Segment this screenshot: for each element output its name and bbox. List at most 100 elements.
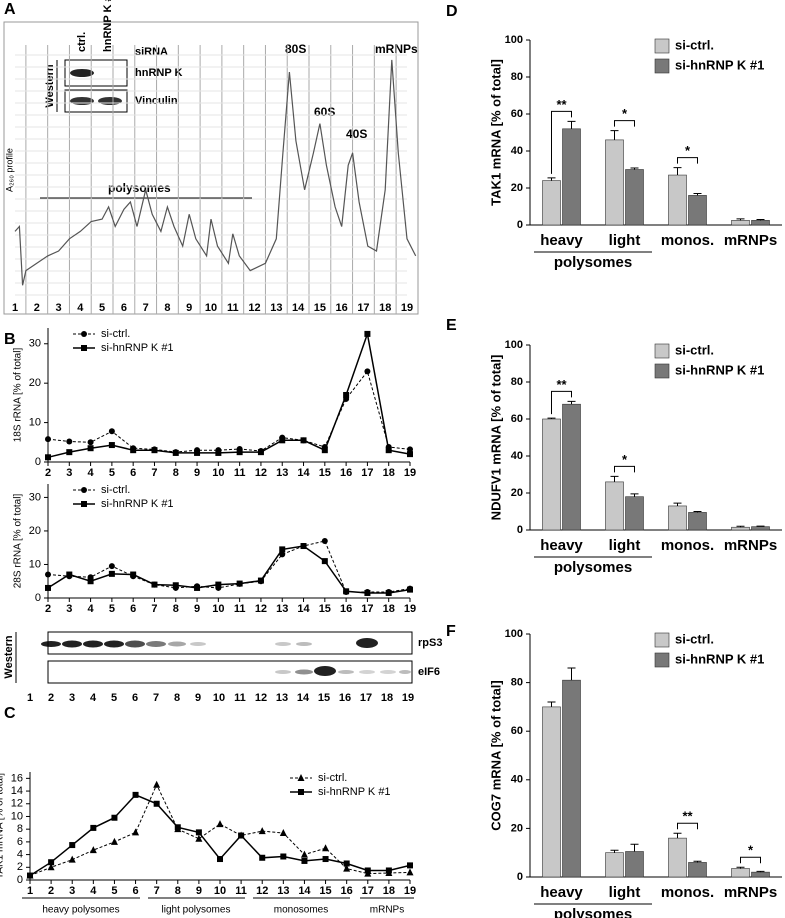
fraction-label: 3 — [55, 302, 61, 314]
panel-label: F — [446, 623, 456, 640]
x-tick-label: 3 — [69, 885, 75, 897]
profile-trace — [14, 59, 417, 286]
marker — [195, 829, 202, 836]
panel-label: C — [4, 705, 16, 722]
bar — [542, 418, 561, 531]
fraction-label: 4 — [90, 692, 97, 704]
protein-label: eIF6 — [418, 666, 440, 678]
marker — [45, 454, 51, 461]
y-tick-label: 2 — [17, 861, 23, 873]
x-tick-label: 11 — [234, 603, 246, 615]
x-tick-label: 18 — [383, 603, 395, 615]
x-tick-label: 15 — [319, 885, 331, 897]
marker — [321, 538, 328, 544]
legend-marker — [81, 501, 87, 507]
series-line — [47, 330, 411, 459]
blot-box — [64, 89, 128, 113]
error-bar — [736, 525, 745, 528]
legend-label: si-hnRNP K #1 — [101, 498, 174, 510]
bar — [625, 851, 644, 878]
significance-bracket — [740, 856, 761, 864]
x-tick-label: 13 — [276, 603, 288, 615]
marker — [385, 867, 392, 874]
fraction-groups: heavy polysomes light polysomes monosome… — [22, 897, 414, 916]
marker — [66, 449, 73, 456]
blot-band — [380, 670, 396, 674]
y-tick-label: 60 — [511, 413, 523, 425]
fraction-label: 9 — [195, 692, 201, 704]
bar — [668, 837, 687, 878]
error-bar — [547, 701, 556, 707]
bar — [751, 220, 770, 226]
legend-label: si-ctrl. — [318, 772, 347, 784]
bar — [562, 128, 581, 226]
group-label: heavy polysomes — [42, 905, 119, 916]
marker — [194, 449, 201, 456]
y-axis-label: 18S rRNA [% of total] — [13, 348, 24, 443]
fraction-label: 7 — [153, 692, 159, 704]
error-bar — [673, 832, 682, 839]
x-tick-label: 19 — [404, 603, 416, 615]
marker — [172, 582, 179, 589]
marker — [108, 570, 115, 577]
error-bar — [736, 866, 745, 869]
bar — [688, 512, 707, 531]
significance-label: * — [685, 143, 691, 158]
marker — [110, 837, 118, 845]
x-tick-label: 10 — [212, 467, 224, 479]
marker — [89, 846, 97, 854]
blot-band — [83, 640, 103, 648]
western-label: Western — [44, 64, 56, 107]
significance-label: ** — [556, 377, 567, 392]
error-bar — [610, 475, 619, 482]
legend-swatch — [654, 343, 670, 359]
marker — [407, 451, 413, 458]
x-tick-label: 14 — [297, 603, 310, 615]
x-tick-label: 7 — [154, 885, 160, 897]
peak-label: 60S — [314, 105, 335, 119]
y-tick-label: 0 — [35, 592, 41, 604]
x-tick-label: 14 — [298, 885, 311, 897]
blot-band — [41, 641, 61, 647]
blot-box — [47, 660, 413, 684]
marker — [407, 586, 413, 593]
x-tick-label: 17 — [361, 467, 373, 479]
x-tick-label: monos. — [661, 884, 714, 901]
marker — [66, 571, 73, 578]
marker — [195, 834, 203, 842]
marker — [322, 844, 330, 852]
fraction-label: 6 — [132, 692, 138, 704]
error-bar — [630, 493, 639, 497]
legend-label: si-ctrl. — [675, 342, 714, 357]
x-tick-label: 8 — [173, 467, 179, 479]
marker — [279, 437, 286, 444]
fraction-label: 8 — [174, 692, 180, 704]
x-tick-label: 1 — [27, 885, 33, 897]
significance-label: * — [748, 843, 754, 858]
fraction-label: 19 — [401, 302, 413, 314]
marker — [68, 855, 76, 863]
error-bar — [630, 843, 639, 852]
x-tick-label: 14 — [297, 467, 310, 479]
blot-band — [98, 97, 122, 105]
blot-band — [399, 670, 411, 674]
fraction-label: 13 — [276, 692, 288, 704]
y-tick-label: 10 — [29, 558, 41, 570]
x-tick-label: 17 — [361, 603, 373, 615]
x-tick-label: 16 — [340, 467, 352, 479]
y-tick-label: 0 — [517, 219, 523, 231]
error-bar — [736, 218, 745, 221]
y-tick-label: 20 — [29, 377, 41, 389]
marker — [238, 832, 245, 839]
peak-label: 40S — [346, 127, 367, 141]
blot-band — [146, 641, 166, 647]
protein-label: rpS3 — [418, 637, 442, 649]
marker — [132, 791, 139, 798]
bar — [688, 862, 707, 878]
marker — [343, 588, 350, 595]
blot-box — [47, 631, 413, 655]
x-tick-label: 16 — [340, 603, 352, 615]
marker — [364, 330, 371, 337]
bar — [731, 868, 750, 878]
